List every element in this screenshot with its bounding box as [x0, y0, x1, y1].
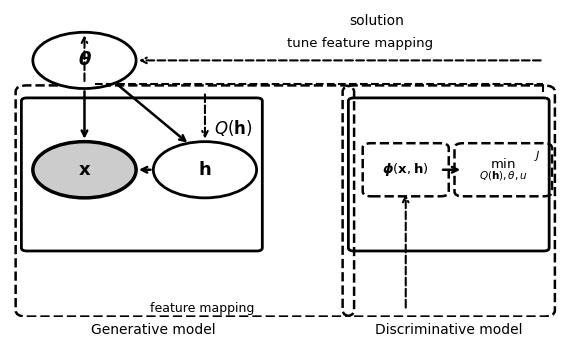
Circle shape	[153, 142, 257, 198]
Text: $\boldsymbol{\theta}$: $\boldsymbol{\theta}$	[77, 51, 91, 69]
Text: $\min$: $\min$	[490, 157, 516, 171]
Text: Generative model: Generative model	[91, 323, 216, 337]
Text: solution: solution	[350, 14, 404, 28]
Text: $Q(\mathbf{h})$: $Q(\mathbf{h})$	[214, 118, 252, 138]
FancyBboxPatch shape	[349, 98, 549, 251]
Text: $J$: $J$	[534, 150, 541, 164]
Text: feature mapping: feature mapping	[150, 302, 254, 315]
Text: tune feature mapping: tune feature mapping	[287, 37, 433, 50]
Circle shape	[33, 142, 136, 198]
Text: $\mathbf{x}$: $\mathbf{x}$	[78, 161, 91, 179]
Text: $\mathbf{h}$: $\mathbf{h}$	[198, 161, 212, 179]
FancyBboxPatch shape	[22, 98, 262, 251]
Circle shape	[33, 32, 136, 88]
Text: $Q(\mathbf{h}),\theta,u$: $Q(\mathbf{h}),\theta,u$	[479, 169, 528, 182]
Text: Discriminative model: Discriminative model	[375, 323, 523, 337]
Text: $\boldsymbol{\phi}(\mathbf{x}, \mathbf{h})$: $\boldsymbol{\phi}(\mathbf{x}, \mathbf{h…	[382, 161, 429, 178]
